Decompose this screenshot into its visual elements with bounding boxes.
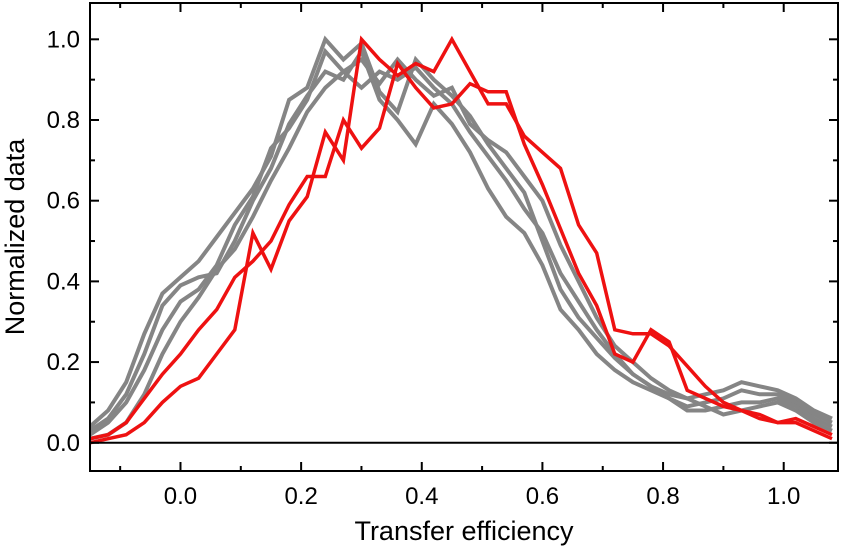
tick-layer: 0.0 0.2 0.4 0.6 0.8 1.0 0.0 0.2 0.4 0.6 0.8 1.0 bbox=[47, 3, 838, 510]
y-tick-label: 1.0 bbox=[47, 26, 80, 53]
series-line-gray-1 bbox=[90, 35, 833, 429]
x-tick-label: 0.8 bbox=[646, 483, 679, 510]
y-tick-label: 0.8 bbox=[47, 107, 80, 134]
x-tick-label: 0.2 bbox=[284, 483, 317, 510]
x-tick-label: 0.0 bbox=[164, 483, 197, 510]
y-axis-title: Normalized data bbox=[0, 138, 30, 336]
series-layer bbox=[90, 35, 833, 445]
plot-frame bbox=[89, 2, 839, 472]
series-line-red-5 bbox=[90, 59, 833, 441]
x-tick-label: 1.0 bbox=[767, 483, 800, 510]
y-tick-label: 0.0 bbox=[47, 430, 80, 457]
x-axis-title: Transfer efficiency bbox=[354, 516, 574, 546]
x-tick-label: 0.4 bbox=[405, 483, 438, 510]
x-tick-label: 0.6 bbox=[526, 483, 559, 510]
series-line-gray-4 bbox=[90, 56, 833, 441]
y-tick-label: 0.6 bbox=[47, 188, 80, 215]
series-line-red-6 bbox=[90, 35, 833, 445]
y-tick-label: 0.2 bbox=[47, 349, 80, 376]
y-tick-label: 0.4 bbox=[47, 268, 80, 295]
